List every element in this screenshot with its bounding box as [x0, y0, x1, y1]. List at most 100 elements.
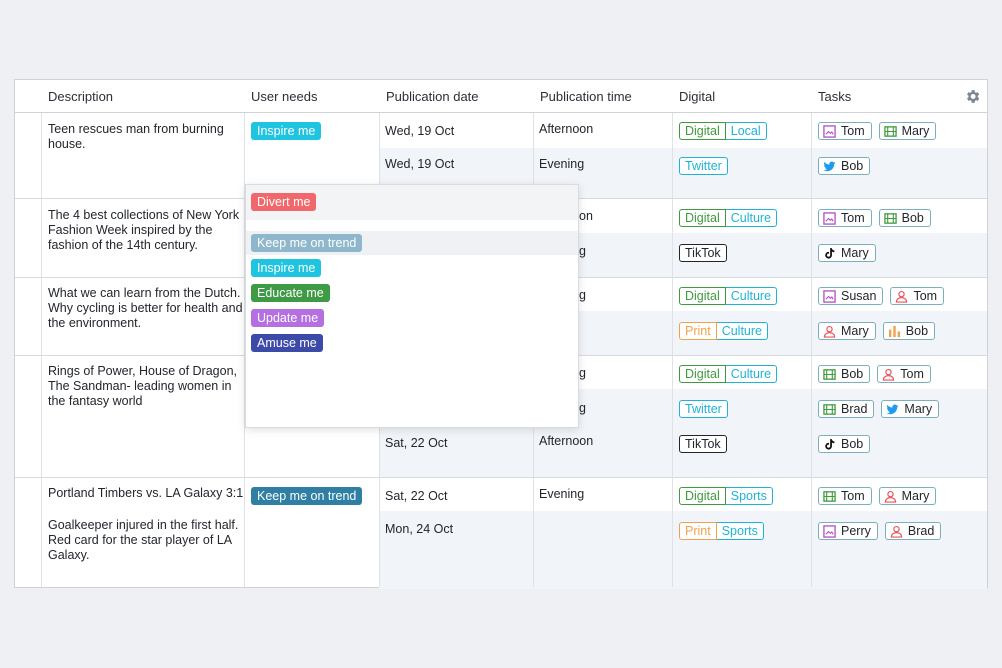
digital-tag[interactable]: Digital [679, 365, 726, 383]
column-header-publication-date[interactable]: Publication date [386, 89, 479, 104]
column-header-digital[interactable]: Digital [679, 89, 716, 104]
task-chip[interactable]: Brad [818, 400, 875, 418]
column-header-tasks[interactable]: Tasks [818, 89, 852, 104]
task-assignee: Tom [900, 367, 924, 381]
publication-time[interactable]: Afternoon [539, 122, 594, 136]
digital-tag[interactable]: Culture [725, 365, 778, 383]
digital-tag[interactable]: Culture [725, 287, 778, 305]
publication-time[interactable]: Evening [539, 487, 585, 501]
user-needs-dropdown[interactable]: Divert me Keep me on trend Inspire me Ed… [245, 184, 579, 428]
row-description[interactable]: The 4 best collections of New York Fashi… [48, 208, 240, 252]
task-chips: Perry Brad [818, 522, 942, 540]
task-chips: Brad Mary [818, 400, 940, 418]
column-header-user-needs[interactable]: User needs [251, 89, 318, 104]
digital-tags: Twitter [679, 157, 728, 175]
task-chip[interactable]: Bob [818, 365, 871, 383]
digital-tag[interactable]: Print [679, 522, 717, 540]
publication-time[interactable]: g [579, 244, 586, 258]
task-assignee: Brad [907, 524, 935, 538]
digital-tags: TikTok [679, 435, 727, 453]
digital-tag[interactable]: Sports [725, 487, 773, 505]
option-educate-me[interactable]: Educate me [251, 284, 330, 302]
task-assignee: Bob [841, 367, 864, 381]
digital-tags: Print Sports [679, 522, 764, 540]
twitter-icon [886, 404, 899, 414]
digital-tag[interactable]: TikTok [679, 435, 727, 453]
row-description[interactable]: Portland Timbers vs. LA Galaxy 3:1 [48, 486, 244, 500]
user-need-badge[interactable]: Keep me on trend [251, 487, 363, 505]
task-chip[interactable]: Susan [818, 287, 884, 305]
digital-tag[interactable]: Digital [679, 209, 726, 227]
digital-tag[interactable]: Digital [679, 122, 726, 140]
publication-time[interactable]: g [579, 366, 586, 380]
row-description[interactable]: Goalkeeper injured in the first half. Re… [48, 518, 239, 562]
publication-date[interactable]: Wed, 19 Oct [385, 124, 455, 138]
task-chips: Tom Mary [818, 122, 937, 140]
publication-time[interactable]: Afternoon [539, 434, 594, 448]
digital-tag[interactable]: Culture [716, 322, 768, 340]
task-chips: Bob Tom [818, 365, 931, 383]
gear-icon[interactable] [964, 88, 981, 105]
option-amuse-me[interactable]: Amuse me [251, 334, 323, 352]
digital-tags: Print Culture [679, 322, 768, 340]
task-chip[interactable]: Mary [881, 400, 940, 418]
publication-date[interactable]: Wed, 19 Oct [385, 157, 455, 171]
digital-tag[interactable]: TikTok [679, 244, 727, 262]
task-chip[interactable]: Brad [884, 522, 942, 540]
digital-tag[interactable]: Culture [725, 209, 778, 227]
task-chip[interactable]: Mary [818, 322, 876, 340]
person-icon [896, 290, 908, 303]
user-need-badge[interactable]: Inspire me [251, 122, 322, 140]
publication-time[interactable]: Evening [539, 157, 585, 171]
digital-tag[interactable]: Digital [679, 487, 726, 505]
person-icon [883, 368, 895, 381]
digital-tags: Digital Culture [679, 209, 778, 227]
publication-date[interactable]: Mon, 24 Oct [385, 522, 454, 536]
task-chips: Tom Bob [818, 209, 931, 227]
task-chip[interactable]: Bob [878, 209, 931, 227]
digital-tag[interactable]: Twitter [679, 157, 728, 175]
task-chip[interactable]: Mary [878, 487, 937, 505]
publication-time[interactable]: g [579, 288, 586, 302]
task-assignee: Tom [841, 211, 865, 225]
digital-tag[interactable]: Digital [679, 287, 726, 305]
task-chips: Bob [818, 157, 871, 175]
task-chip[interactable]: Tom [818, 487, 872, 505]
row-description[interactable]: What we can learn from the Dutch. Why cy… [48, 286, 243, 330]
row-description[interactable]: Rings of Power, House of Dragon, The San… [48, 364, 237, 408]
column-header-description[interactable]: Description [48, 89, 114, 104]
digital-tag[interactable]: Local [725, 122, 767, 140]
bar-chart-icon [888, 325, 900, 337]
selected-option-divert-me[interactable]: Divert me [251, 193, 317, 211]
digital-tag[interactable]: Sports [716, 522, 764, 540]
image-icon [823, 289, 836, 303]
row-description[interactable]: Teen rescues man from burning house. [48, 122, 224, 151]
image-icon [823, 124, 836, 138]
task-chip[interactable]: Tom [818, 122, 872, 140]
task-chip[interactable]: Bob [818, 435, 871, 453]
publication-time[interactable]: g [579, 401, 586, 415]
task-chip[interactable]: Tom [818, 209, 872, 227]
task-chip[interactable]: Tom [877, 365, 931, 383]
publication-time[interactable]: on [579, 209, 593, 223]
task-assignee: Perry [841, 524, 871, 538]
task-chip[interactable]: Tom [890, 287, 945, 305]
option-keep-me-on-trend[interactable]: Keep me on trend [251, 234, 363, 252]
digital-tag[interactable]: Twitter [679, 400, 728, 418]
digital-tag[interactable]: Print [679, 322, 717, 340]
column-header-publication-time[interactable]: Publication time [540, 89, 632, 104]
task-chip[interactable]: Bob [818, 157, 871, 175]
task-assignee: Tom [913, 289, 938, 303]
publication-date[interactable]: Sat, 22 Oct [385, 489, 448, 503]
film-icon [823, 368, 836, 380]
task-assignee: Bob [901, 211, 924, 225]
option-inspire-me[interactable]: Inspire me [251, 259, 322, 277]
tiktok-icon [825, 438, 835, 450]
task-chip[interactable]: Bob [882, 322, 936, 340]
task-chip[interactable]: Mary [818, 244, 876, 262]
task-chip[interactable]: Mary [878, 122, 937, 140]
option-update-me[interactable]: Update me [251, 309, 325, 327]
task-assignee: Mary [904, 402, 933, 416]
publication-date[interactable]: Sat, 22 Oct [385, 436, 448, 450]
task-chip[interactable]: Perry [818, 522, 878, 540]
